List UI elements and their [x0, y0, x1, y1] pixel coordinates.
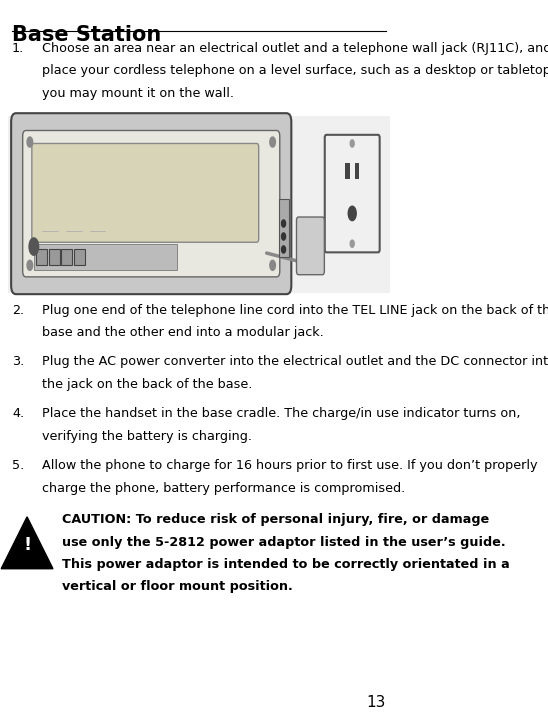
Bar — [49, 249, 60, 265]
Bar — [278, 199, 289, 257]
Text: Place the handset in the base cradle. The charge/in use indicator turns on,: Place the handset in the base cradle. Th… — [42, 407, 520, 420]
Text: place your cordless telephone on a level surface, such as a desktop or tabletop,: place your cordless telephone on a level… — [42, 64, 548, 77]
Text: Base Station: Base Station — [12, 25, 161, 45]
Bar — [8, 116, 390, 293]
Text: use only the 5-2812 power adaptor listed in the user’s guide.: use only the 5-2812 power adaptor listed… — [62, 536, 505, 549]
Text: Plug one end of the telephone line cord into the TEL LINE jack on the back of th: Plug one end of the telephone line cord … — [42, 304, 548, 317]
Text: charge the phone, battery performance is compromised.: charge the phone, battery performance is… — [42, 482, 405, 495]
Circle shape — [282, 246, 286, 253]
Text: base and the other end into a modular jack.: base and the other end into a modular ja… — [42, 326, 323, 339]
Text: 5.: 5. — [12, 459, 24, 472]
Text: 1.: 1. — [12, 42, 24, 55]
Bar — [74, 249, 85, 265]
Text: 3.: 3. — [12, 355, 24, 368]
Text: Choose an area near an electrical outlet and a telephone wall jack (RJ11C), and: Choose an area near an electrical outlet… — [42, 42, 548, 55]
Circle shape — [282, 220, 286, 227]
Text: Allow the phone to charge for 16 hours prior to first use. If you don’t properly: Allow the phone to charge for 16 hours p… — [42, 459, 537, 472]
Circle shape — [270, 137, 276, 147]
FancyBboxPatch shape — [325, 135, 380, 252]
Circle shape — [348, 206, 356, 221]
Circle shape — [282, 233, 286, 240]
Bar — [34, 244, 177, 270]
Text: vertical or floor mount position.: vertical or floor mount position. — [62, 580, 293, 593]
Text: CAUTION: To reduce risk of personal injury, fire, or damage: CAUTION: To reduce risk of personal inju… — [62, 513, 489, 526]
Bar — [36, 249, 47, 265]
Text: 4.: 4. — [12, 407, 24, 420]
FancyBboxPatch shape — [11, 113, 292, 294]
FancyBboxPatch shape — [22, 131, 280, 277]
Bar — [61, 249, 72, 265]
Circle shape — [29, 238, 38, 255]
Text: Plug the AC power converter into the electrical outlet and the DC connector into: Plug the AC power converter into the ele… — [42, 355, 548, 368]
Text: This power adaptor is intended to be correctly orientated in a: This power adaptor is intended to be cor… — [62, 558, 510, 571]
Text: the jack on the back of the base.: the jack on the back of the base. — [42, 378, 252, 391]
Circle shape — [350, 240, 354, 247]
Circle shape — [27, 137, 33, 147]
Text: 13: 13 — [367, 695, 386, 710]
FancyBboxPatch shape — [296, 217, 324, 275]
Polygon shape — [1, 517, 53, 569]
Circle shape — [350, 140, 354, 147]
Text: you may mount it on the wall.: you may mount it on the wall. — [42, 87, 234, 99]
FancyBboxPatch shape — [32, 143, 259, 242]
Text: !: ! — [23, 536, 31, 554]
Circle shape — [270, 260, 276, 270]
Bar — [345, 163, 350, 179]
Bar — [355, 163, 359, 179]
Circle shape — [27, 260, 33, 270]
Text: 2.: 2. — [12, 304, 24, 317]
Text: verifying the battery is charging.: verifying the battery is charging. — [42, 430, 252, 443]
